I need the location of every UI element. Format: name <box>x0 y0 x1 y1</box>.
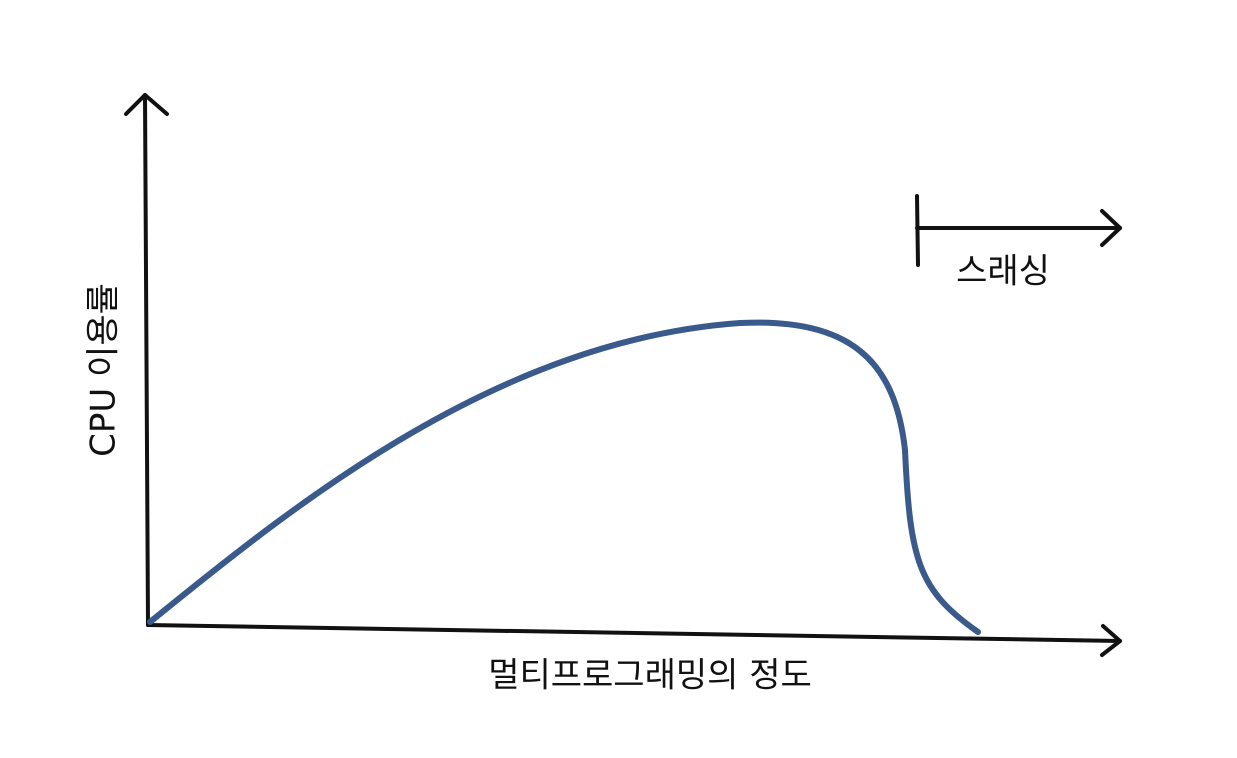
y-axis-label: CPU 이용률 <box>84 283 124 457</box>
x-axis-arrow <box>1100 624 1122 657</box>
thrashing-arrow-head <box>1100 209 1122 247</box>
y-axis-arrow <box>124 93 169 116</box>
x-axis-label: 멀티프로그래밍의 정도 <box>488 656 812 696</box>
thrashing-start <box>915 194 920 267</box>
x-axis <box>146 623 1122 643</box>
y-axis <box>143 93 150 627</box>
thrashing-label: 스래싱 <box>956 252 1050 292</box>
utilization-curve <box>147 319 981 635</box>
